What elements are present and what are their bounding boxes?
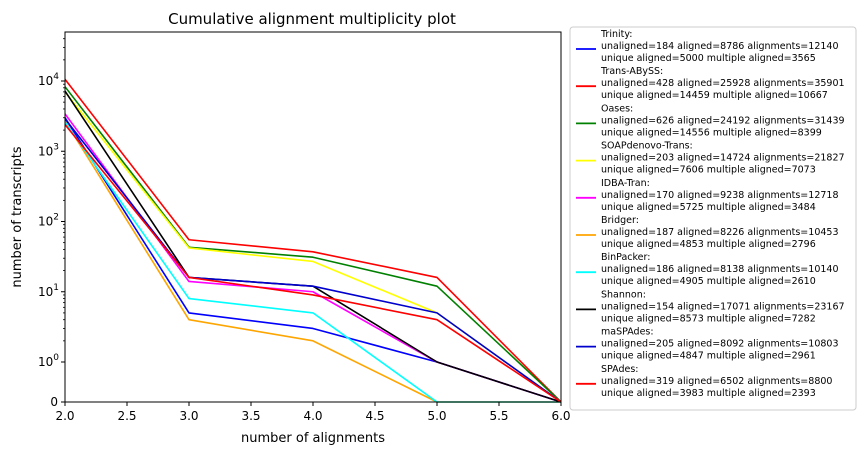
y-tick-label: 104 [38, 72, 59, 88]
legend-label: unaligned=186 aligned=8138 alignments=10… [601, 264, 839, 275]
legend-label: unique aligned=4905 multiple aligned=261… [601, 276, 816, 287]
legend-entry: Shannon:unaligned=154 aligned=17071 alig… [576, 289, 845, 324]
x-tick-label: 3.5 [241, 409, 260, 423]
x-tick-label: 3.0 [179, 409, 198, 423]
series-line-2 [64, 86, 562, 403]
legend-entry: SPAdes:unaligned=319 aligned=6502 alignm… [576, 364, 832, 399]
legend-frame [569, 26, 857, 411]
legend-label: unaligned=184 aligned=8786 alignments=12… [601, 41, 839, 52]
y-tick-label: 100 [38, 353, 59, 369]
legend-label: Trinity: [600, 29, 632, 40]
y-axis-title: number of transcripts [10, 146, 25, 287]
legend-entry: Trans-ABySS:unaligned=428 aligned=25928 … [576, 66, 845, 101]
x-tick-label: 2.0 [55, 409, 74, 423]
legend-label: unique aligned=14556 multiple aligned=83… [601, 127, 822, 138]
legend-label: Shannon: [601, 289, 646, 300]
y-tick-label: 101 [38, 283, 59, 299]
x-tick-label: 5.0 [427, 409, 446, 423]
legend-entry: BinPacker:unaligned=186 aligned=8138 ali… [576, 252, 839, 287]
x-axis-title: number of alignments [241, 431, 385, 446]
series-line-1 [64, 78, 562, 403]
legend-label: unaligned=205 aligned=8092 alignments=10… [601, 339, 839, 350]
legend-label: unaligned=428 aligned=25928 alignments=3… [601, 78, 845, 89]
x-tick-label: 6.0 [551, 409, 570, 423]
legend-label: unique aligned=8573 multiple aligned=728… [601, 313, 816, 324]
legend-label: unaligned=170 aligned=9238 alignments=12… [601, 190, 839, 201]
legend-label: unaligned=154 aligned=17071 alignments=2… [601, 301, 845, 312]
x-tick-label: 4.0 [303, 409, 322, 423]
legend-label: unique aligned=5725 multiple aligned=348… [601, 202, 816, 213]
legend-label: unaligned=319 aligned=6502 alignments=88… [601, 376, 832, 387]
legend-label: unique aligned=7606 multiple aligned=707… [601, 165, 816, 176]
x-tick-label: 5.5 [489, 409, 508, 423]
series-line-9 [64, 124, 562, 403]
series-line-3 [64, 91, 562, 403]
legend-label: Bridger: [601, 215, 639, 226]
legend-label: SOAPdenovo-Trans: [601, 141, 693, 152]
series-line-0 [64, 117, 562, 403]
chart-title: Cumulative alignment multiplicity plot [168, 10, 456, 28]
x-axis: 2.0 2.5 3.0 3.5 4.0 4.5 5.0 5.5 6.0 [55, 402, 571, 423]
legend-entry: IDBA-Tran:unaligned=170 aligned=9238 ali… [576, 178, 839, 213]
y-tick-label: 102 [38, 213, 59, 229]
x-tick-label: 4.5 [365, 409, 384, 423]
legend-label: SPAdes: [601, 364, 639, 375]
legend-label: BinPacker: [601, 252, 650, 263]
series-line-7 [64, 90, 562, 403]
y-axis: 0 100 101 102 103 104 [38, 38, 65, 409]
series-line-8 [64, 118, 562, 403]
legend-label: unique aligned=5000 multiple aligned=356… [601, 53, 816, 64]
legend: Trinity:unaligned=184 aligned=8786 align… [569, 26, 857, 411]
legend-label: Trans-ABySS: [600, 66, 663, 77]
legend-entry: Oases:unaligned=626 aligned=24192 alignm… [576, 103, 845, 138]
legend-entry: Bridger:unaligned=187 aligned=8226 align… [576, 215, 839, 250]
y-tick-label: 103 [38, 142, 59, 158]
legend-entry: SOAPdenovo-Trans:unaligned=203 aligned=1… [576, 141, 845, 176]
legend-label: unaligned=187 aligned=8226 alignments=10… [601, 227, 839, 238]
legend-label: unique aligned=3983 multiple aligned=239… [601, 388, 816, 399]
legend-label: Oases: [601, 103, 633, 114]
legend-label: IDBA-Tran: [601, 178, 650, 189]
legend-entry: maSPAdes:unaligned=205 aligned=8092 alig… [576, 327, 839, 362]
legend-entry: Trinity:unaligned=184 aligned=8786 align… [576, 29, 839, 64]
legend-label: maSPAdes: [601, 327, 654, 338]
series-lines [64, 78, 562, 403]
legend-label: unique aligned=4847 multiple aligned=296… [601, 351, 816, 362]
legend-label: unique aligned=4853 multiple aligned=279… [601, 239, 816, 250]
legend-label: unaligned=626 aligned=24192 alignments=3… [601, 115, 845, 126]
y-tick-label: 0 [50, 395, 58, 409]
legend-label: unaligned=203 aligned=14724 alignments=2… [601, 153, 845, 164]
x-tick-label: 2.5 [117, 409, 136, 423]
legend-label: unique aligned=14459 multiple aligned=10… [601, 90, 828, 101]
